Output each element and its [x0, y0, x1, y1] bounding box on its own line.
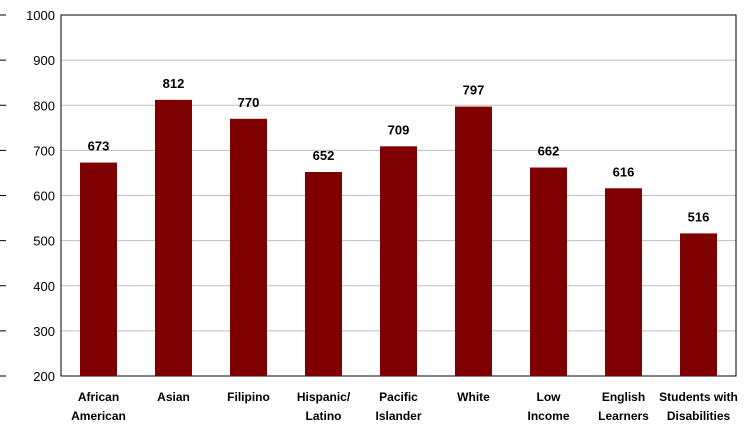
data-label: 673 [88, 139, 110, 154]
bar [530, 167, 567, 376]
data-label: 616 [613, 164, 635, 179]
bar [455, 106, 492, 376]
bar [380, 146, 417, 376]
y-tick-label: 500 [33, 234, 55, 249]
bar [155, 99, 192, 377]
category-label: White [457, 390, 490, 404]
labels: 200 300 400 500 600 700 800 900 1000 673 African Am… [26, 8, 738, 423]
y-tick-label: 800 [33, 98, 55, 113]
bar [230, 118, 267, 376]
category-label: African American [71, 390, 126, 423]
data-label: 709 [388, 122, 410, 137]
data-label: 662 [538, 144, 560, 159]
bar [305, 172, 342, 376]
y-tick-label: 700 [33, 143, 55, 158]
y-tick-label: 200 [33, 369, 55, 384]
category-label: Students with Disabilities [659, 390, 738, 423]
data-label: 812 [163, 76, 185, 91]
data-label: 516 [688, 209, 710, 224]
bar [605, 188, 642, 376]
y-tick-label: 900 [33, 53, 55, 68]
bar [680, 233, 717, 376]
bars [80, 99, 717, 377]
y-tick-label: 300 [33, 324, 55, 339]
category-label: English Learners [598, 390, 649, 423]
data-label: 652 [313, 148, 335, 163]
category-label: Asian [157, 390, 190, 404]
category-label: Filipino [227, 390, 270, 404]
data-label: 770 [238, 95, 260, 110]
y-tick-label: 600 [33, 189, 55, 204]
category-label: Pacific Islander [375, 390, 421, 423]
category-label: Low Income [527, 390, 569, 423]
y-tick-label: 1000 [26, 8, 55, 23]
category-label: Hispanic/Latino [297, 390, 351, 423]
bar [80, 162, 117, 376]
y-tick-label: 400 [33, 279, 55, 294]
data-label: 797 [463, 83, 485, 98]
